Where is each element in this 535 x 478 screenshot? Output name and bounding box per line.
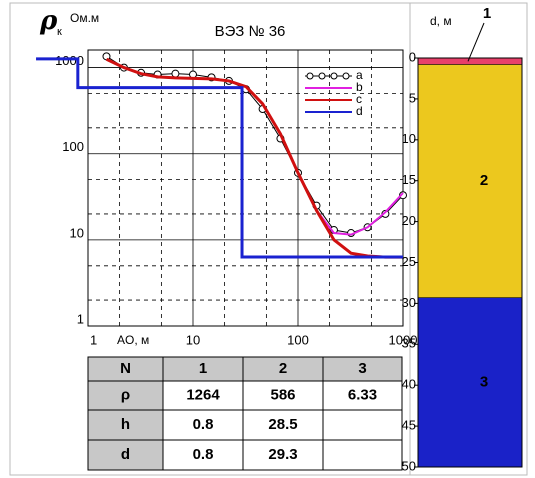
cell-text: 0.8	[193, 416, 214, 433]
y-unit: Ом.м	[70, 11, 99, 25]
y-label-sub: к	[57, 26, 62, 38]
layer-label: 2	[480, 172, 488, 189]
data-point	[171, 69, 180, 78]
layer-label: 1	[483, 5, 491, 22]
y-tick-label: 10	[70, 225, 84, 240]
x-label: AO, м	[117, 333, 149, 347]
layer	[417, 64, 523, 298]
y-tick-label: 20	[402, 213, 416, 228]
cell-text: 1264	[186, 386, 220, 403]
cell	[322, 380, 403, 411]
header-text: N	[120, 360, 131, 377]
cell-text: 586	[270, 386, 295, 403]
y-tick-label: 50	[402, 458, 416, 473]
header-text: 1	[199, 360, 207, 377]
y-tick-label: 1	[77, 311, 84, 326]
y-tick-label: 100	[62, 139, 84, 154]
legend-label: b	[356, 80, 363, 94]
legend-label: a	[356, 68, 363, 82]
layer	[417, 297, 523, 468]
y-tick-label: 35	[402, 336, 416, 351]
row-header-cell	[87, 439, 164, 471]
x-tick-label: 100	[287, 332, 309, 347]
cell-text: 0.8	[193, 446, 214, 463]
header-cell	[322, 356, 403, 382]
row-header-text: ρ	[121, 386, 130, 403]
legend-marker	[330, 72, 338, 80]
header-text: 3	[358, 360, 366, 377]
legend-label: c	[356, 92, 362, 106]
row-header-cell	[87, 380, 164, 411]
cell	[322, 439, 403, 471]
y-tick-label: 15	[402, 172, 416, 187]
legend-marker	[318, 72, 326, 80]
plot-area	[87, 49, 404, 327]
cell	[242, 409, 324, 441]
y-tick-label: 5	[409, 90, 416, 105]
cell	[162, 380, 244, 411]
legend-marker	[342, 72, 350, 80]
cell	[242, 380, 324, 411]
series-line	[315, 192, 404, 236]
chart-title: ВЭЗ № 36	[215, 23, 286, 40]
legend-label: d	[356, 104, 363, 118]
x-tick-label: 10	[186, 332, 200, 347]
y-tick-label: 30	[402, 295, 416, 310]
row-header-text: h	[121, 416, 130, 433]
series-line	[36, 57, 403, 259]
y-label: ρ	[39, 6, 58, 36]
y-tick-label: 25	[402, 254, 416, 269]
leader-line	[467, 22, 485, 62]
x-tick-label: 1000	[389, 332, 418, 347]
y-tick-label: 10	[402, 131, 416, 146]
layer-label: 3	[480, 373, 488, 390]
series-line	[105, 57, 403, 259]
row-header-text: d	[121, 446, 130, 463]
cell-text: 29.3	[268, 446, 297, 463]
cell	[242, 439, 324, 471]
x-tick-label: 1	[90, 332, 97, 347]
legend-marker	[306, 72, 314, 80]
header-text: 2	[279, 360, 287, 377]
row-header-cell	[87, 409, 164, 441]
cell	[322, 409, 403, 441]
y-tick-label: 40	[402, 377, 416, 392]
y-tick-label: 1000	[55, 53, 84, 68]
y-tick-label: 0	[409, 49, 416, 64]
cell-text: 6.33	[348, 386, 377, 403]
frame	[9, 2, 528, 476]
depth-label: d, м	[430, 14, 452, 28]
cell-text: 28.5	[268, 416, 297, 433]
layer	[417, 57, 523, 65]
y-tick-label: 45	[402, 418, 416, 433]
header-cell	[162, 356, 244, 382]
